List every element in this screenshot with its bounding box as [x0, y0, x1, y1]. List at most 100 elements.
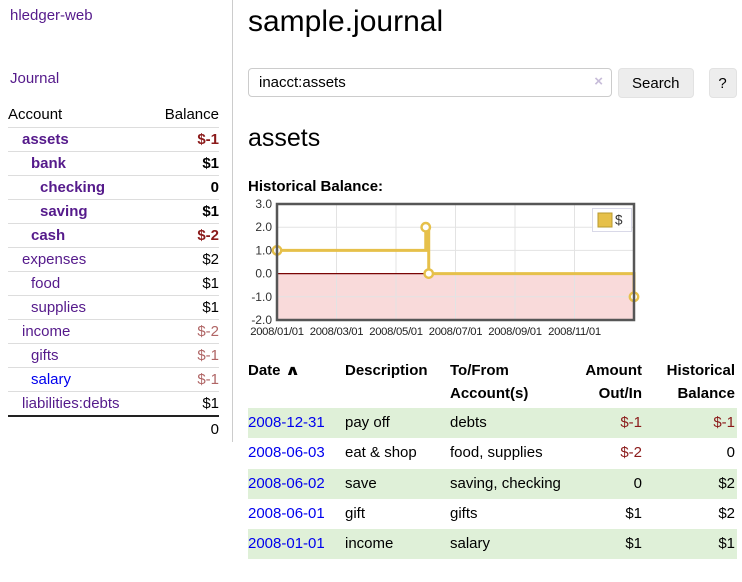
transaction-row[interactable]: 2008-12-31 pay off debts $-1 $-1 [248, 408, 737, 439]
account-row: cash $-2 [8, 224, 219, 248]
column-label: Historical Balance [666, 361, 735, 402]
account-link-food[interactable]: food [31, 275, 61, 292]
sidebar: hledger-web Journal Account Balance asse… [0, 0, 233, 442]
column-label: Date [248, 361, 281, 379]
y-tick-label: 2.0 [255, 220, 272, 234]
y-tick-label: 3.0 [255, 197, 272, 211]
column-label: Amount Out/In [585, 361, 642, 402]
legend-swatch [597, 212, 613, 227]
search-form: × Search ? [248, 68, 737, 98]
transaction-date-link[interactable]: 2008-12-31 [248, 414, 325, 431]
account-link-checking[interactable]: checking [40, 179, 106, 196]
account-row: supplies $1 [8, 296, 219, 320]
transaction-balance: $2 [718, 474, 735, 492]
account-link-gifts[interactable]: gifts [31, 347, 59, 364]
transaction-date-link[interactable]: 2008-01-01 [248, 535, 325, 552]
y-tick-label: 0.0 [255, 266, 272, 280]
transaction-description: gift [345, 504, 366, 522]
transaction-amount: $-2 [620, 444, 642, 462]
transaction-balance: 0 [726, 444, 735, 462]
account-balance: $1 [202, 395, 219, 412]
account-link-saving[interactable]: saving [40, 203, 88, 220]
transaction-row[interactable]: 2008-01-01 income salary $1 $1 [248, 529, 737, 560]
account-link-supplies[interactable]: supplies [31, 299, 87, 316]
transaction-date-link[interactable]: 2008-06-02 [248, 474, 325, 492]
account-link-bank[interactable]: bank [31, 155, 67, 172]
account-row: assets $-1 [8, 128, 219, 152]
account-balance: $1 [202, 299, 219, 316]
account-link-income[interactable]: income [22, 323, 71, 340]
x-tick-label: 2008/01/01 [250, 326, 304, 338]
accounts-header-row: Account Balance [8, 103, 219, 128]
register-column-header-0[interactable]: Date ∧ [248, 357, 345, 409]
x-tick-label: 2008/07/01 [429, 326, 483, 338]
transaction-amount: $-1 [620, 414, 642, 431]
x-tick-label: 2008/09/01 [488, 326, 542, 338]
account-row: food $1 [8, 272, 219, 296]
account-balance: $-2 [197, 227, 219, 244]
transaction-row[interactable]: 2008-06-01 gift gifts $1 $2 [248, 499, 737, 529]
transaction-accounts: debts [450, 414, 487, 431]
account-balance: $-1 [197, 371, 219, 388]
app-title-link[interactable]: hledger-web [10, 7, 93, 24]
data-point-marker [420, 221, 432, 233]
register-column-header-1: Description [345, 357, 450, 409]
account-link-assets[interactable]: assets [22, 131, 69, 148]
account-row: expenses $2 [8, 248, 219, 272]
balance-column-header: Balance [149, 103, 219, 128]
account-row: bank $1 [8, 152, 219, 176]
account-row: saving $1 [8, 200, 219, 224]
transaction-accounts: gifts [450, 504, 478, 522]
accounts-total-value: 0 [149, 415, 219, 441]
account-balance: $-1 [197, 131, 219, 148]
help-button[interactable]: ? [708, 68, 737, 98]
transaction-accounts: saving, checking [450, 474, 561, 492]
account-link-salary[interactable]: salary [31, 371, 72, 388]
transaction-description: pay off [345, 414, 390, 431]
accounts-total-row: 0 [8, 415, 219, 441]
transaction-row[interactable]: 2008-06-03 eat & shop food, supplies $-2 0 [248, 438, 737, 468]
account-link-cash[interactable]: cash [31, 227, 66, 244]
column-label: Description [345, 361, 428, 379]
account-link-liabilities-debts[interactable]: liabilities:debts [22, 395, 120, 412]
y-tick-label: 1.0 [255, 243, 272, 257]
account-row: gifts $-1 [8, 344, 219, 368]
transaction-amount: $1 [625, 504, 642, 522]
account-heading: assets [248, 124, 321, 152]
main-content: sample.journal × Search ? assets Histori… [248, 0, 737, 560]
register-table: Date ∧ Description To/From Account(s) Amount… [248, 357, 737, 560]
transaction-date-link[interactable]: 2008-06-01 [248, 504, 325, 522]
account-balance: $2 [202, 251, 219, 268]
transaction-amount: 0 [633, 474, 642, 492]
sidebar-item-journal[interactable]: Journal [10, 70, 60, 87]
search-input[interactable] [248, 68, 612, 97]
account-balance: $-1 [197, 347, 219, 364]
sort-ascending-icon[interactable]: ∧ [284, 361, 300, 378]
account-balance: $1 [202, 275, 219, 292]
account-row: liabilities:debts $1 [8, 392, 219, 416]
accounts-table: Account Balance assets $-1 bank $1 checking 0… [8, 103, 219, 441]
account-column-header: Account [8, 103, 150, 128]
legend-label: $ [615, 212, 623, 227]
search-button[interactable]: Search [618, 68, 694, 98]
transaction-row[interactable]: 2008-06-02 save saving, checking 0 $2 [248, 468, 737, 499]
spacer [8, 415, 150, 441]
transaction-description: income [345, 535, 394, 552]
transaction-accounts: salary [450, 535, 491, 552]
x-tick-label: 2008/05/01 [369, 326, 423, 338]
transaction-balance: $-1 [713, 414, 735, 431]
transaction-date-link[interactable]: 2008-06-03 [248, 444, 325, 462]
x-tick-label: 2008/11/01 [548, 326, 601, 338]
account-row: salary $-1 [8, 368, 219, 392]
x-tick-label: 2008/03/01 [310, 326, 364, 338]
search-input-wrap: × [248, 68, 612, 97]
transaction-accounts: food, supplies [450, 444, 543, 462]
account-link-expenses[interactable]: expenses [22, 251, 87, 268]
y-tick-label: -2.0 [251, 313, 272, 327]
register-column-header-2: To/From Account(s) [450, 357, 575, 409]
transaction-balance: $1 [718, 535, 735, 552]
account-row: income $-2 [8, 320, 219, 344]
clear-search-icon[interactable]: × [594, 73, 603, 90]
account-balance: 0 [210, 179, 219, 196]
